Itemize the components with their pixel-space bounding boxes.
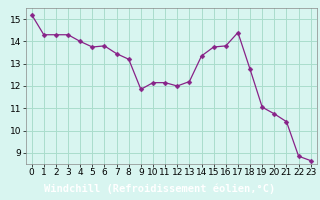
Text: Windchill (Refroidissement éolien,°C): Windchill (Refroidissement éolien,°C) <box>44 183 276 194</box>
